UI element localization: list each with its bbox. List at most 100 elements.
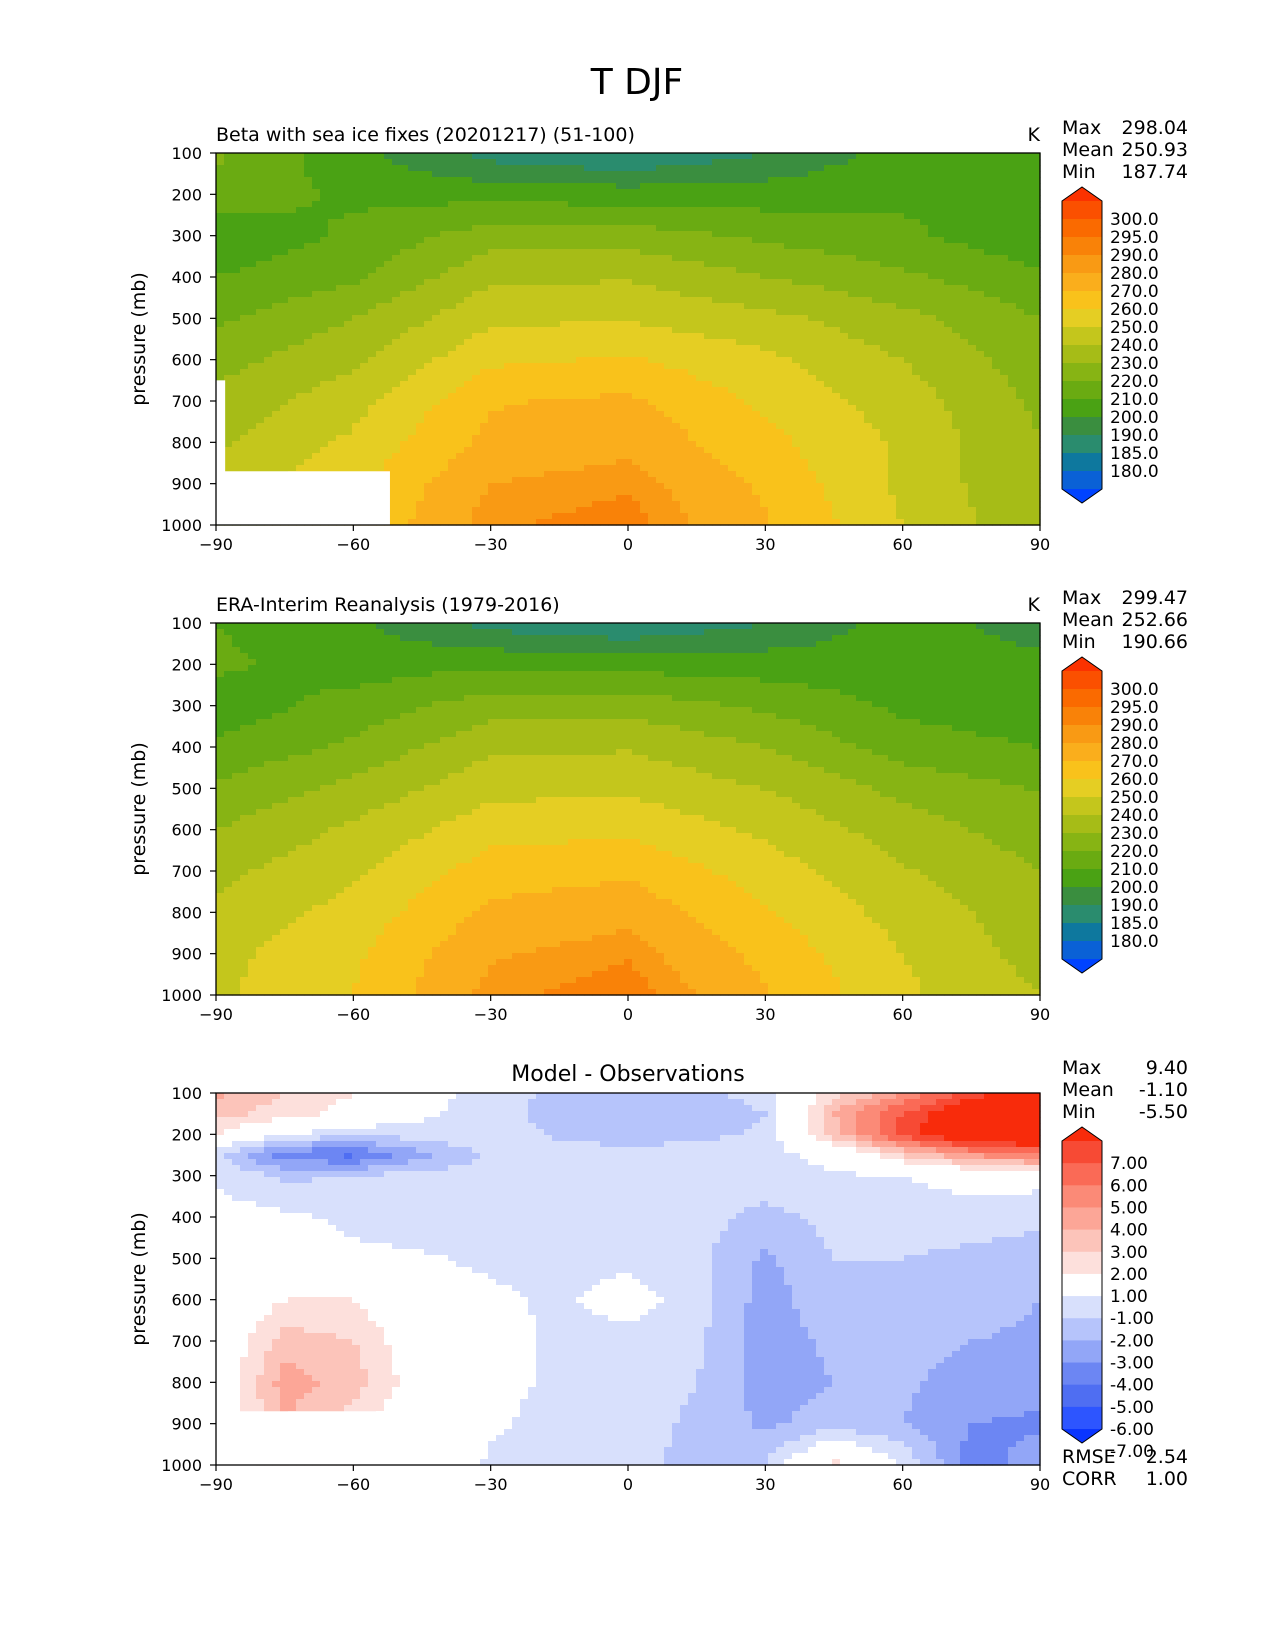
contour-cell xyxy=(528,405,537,412)
contour-cell xyxy=(320,375,329,382)
contour-cell xyxy=(648,381,657,388)
contour-cell xyxy=(312,405,321,412)
contour-cell xyxy=(680,189,689,196)
contour-cell xyxy=(896,333,905,340)
contour-cell xyxy=(416,249,425,256)
contour-cell xyxy=(592,339,601,346)
contour-cell xyxy=(336,171,345,178)
contour-cell xyxy=(272,339,281,346)
contour-cell xyxy=(600,285,609,292)
contour-cell xyxy=(656,285,665,292)
contour-cell xyxy=(520,405,529,412)
contour-cell xyxy=(800,243,809,250)
contour-cell xyxy=(400,267,409,274)
contour-cell xyxy=(248,159,257,166)
contour-cell xyxy=(544,435,553,442)
contour-cell xyxy=(744,261,753,268)
contour-cell xyxy=(608,345,617,352)
contour-cell xyxy=(944,321,953,328)
contour-cell xyxy=(776,279,785,286)
contour-cell xyxy=(336,261,345,268)
contour-cell xyxy=(840,333,849,340)
contour-cell xyxy=(1000,375,1009,382)
contour-cell xyxy=(272,387,281,394)
contour-cell xyxy=(232,303,241,310)
contour-cell xyxy=(608,261,617,268)
contour-cell xyxy=(464,279,473,286)
contour-cell xyxy=(848,381,857,388)
contour-cell xyxy=(256,375,265,382)
contour-cell xyxy=(720,243,729,250)
contour-cell xyxy=(1016,369,1025,376)
contour-cell xyxy=(728,291,737,298)
contour-cell xyxy=(944,339,953,346)
contour-cell xyxy=(808,369,817,376)
contour-cell xyxy=(744,423,753,430)
contour-cell xyxy=(984,321,993,328)
contour-cell xyxy=(272,297,281,304)
contour-cell xyxy=(816,417,825,424)
contour-cell xyxy=(256,243,265,250)
contour-cell xyxy=(504,183,513,190)
contour-cell xyxy=(960,381,969,388)
contour-cell xyxy=(240,171,249,178)
contour-cell xyxy=(712,363,721,370)
contour-cell xyxy=(416,423,425,430)
contour-cell xyxy=(440,231,449,238)
contour-cell xyxy=(944,243,953,250)
contour-cell xyxy=(864,261,873,268)
contour-cell xyxy=(264,381,273,388)
contour-cell xyxy=(400,321,409,328)
contour-cell xyxy=(528,279,537,286)
contour-cell xyxy=(952,369,961,376)
contour-cell xyxy=(496,261,505,268)
contour-cell xyxy=(912,291,921,298)
contour-cell xyxy=(840,393,849,400)
contour-cell xyxy=(448,309,457,316)
contour-cell xyxy=(256,213,265,220)
contour-cell xyxy=(440,429,449,436)
contour-cell xyxy=(264,333,273,340)
contour-cell xyxy=(656,165,665,172)
contour-cell xyxy=(448,357,457,364)
contour-cell xyxy=(1000,345,1009,352)
contour-cell xyxy=(464,249,473,256)
contour-cell xyxy=(928,429,937,436)
contour-cell xyxy=(416,339,425,346)
contour-cell xyxy=(248,249,257,256)
contour-cell xyxy=(1008,231,1017,238)
contour-cell xyxy=(752,243,761,250)
contour-cell xyxy=(704,411,713,418)
contour-cell xyxy=(752,345,761,352)
contour-cell xyxy=(800,363,809,370)
contour-cell xyxy=(408,375,417,382)
contour-cell xyxy=(872,213,881,220)
contour-cell xyxy=(880,237,889,244)
contour-cell xyxy=(800,177,809,184)
contour-cell xyxy=(216,333,225,340)
contour-cell xyxy=(360,219,369,226)
contour-cell xyxy=(320,219,329,226)
contour-cell xyxy=(952,375,961,382)
contour-cell xyxy=(896,387,905,394)
contour-cell xyxy=(512,405,521,412)
contour-cell xyxy=(248,183,257,190)
contour-cell xyxy=(712,279,721,286)
contour-cell xyxy=(944,273,953,280)
contour-cell xyxy=(1024,243,1033,250)
contour-cell xyxy=(736,321,745,328)
contour-cell xyxy=(928,321,937,328)
contour-cell xyxy=(960,315,969,322)
contour-cell xyxy=(328,231,337,238)
contour-cell xyxy=(776,183,785,190)
contour-cell xyxy=(248,405,257,412)
contour-cell xyxy=(512,201,521,208)
contour-cell xyxy=(608,219,617,226)
contour-cell xyxy=(1024,309,1033,316)
contour-cell xyxy=(800,315,809,322)
contour-cell xyxy=(304,369,313,376)
contour-cell xyxy=(856,381,865,388)
contour-cell xyxy=(584,315,593,322)
contour-cell xyxy=(288,273,297,280)
contour-cell xyxy=(600,309,609,316)
